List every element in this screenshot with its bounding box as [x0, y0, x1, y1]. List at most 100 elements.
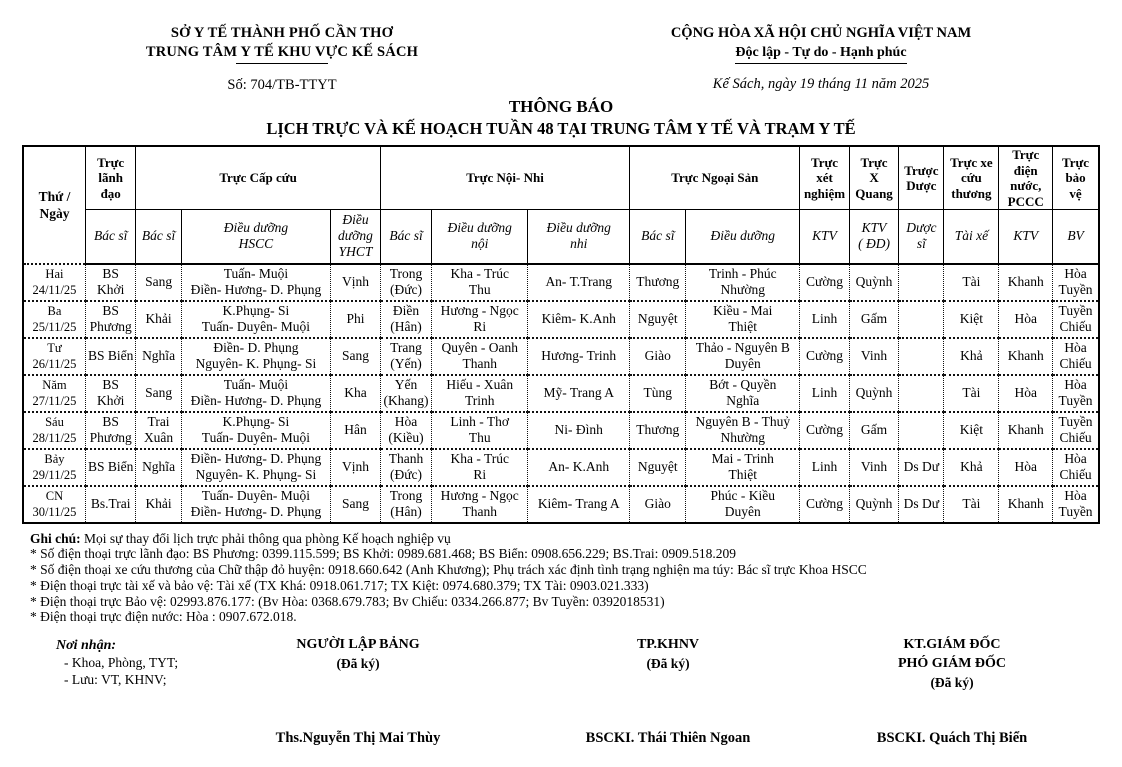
table-cell: Mỹ- Trang A — [527, 373, 631, 413]
table-cell: K.Phụng- Si Tuấn- Duyên- Muội — [180, 410, 332, 450]
table-cell: Kiêm- K.Anh — [527, 299, 631, 339]
signer-name: BSCKI. Thái Thiên Ngoan — [585, 730, 751, 747]
table-cell: BS Biển — [84, 447, 137, 487]
column-group-header: Trực X Quang — [848, 145, 900, 210]
day-cell: Năm 27/11/25 — [22, 373, 86, 413]
org-underline — [236, 63, 328, 64]
note-label: Ghi chú: — [30, 530, 81, 546]
table-cell — [898, 410, 945, 450]
table-row: Bảy 29/11/25 BS Biển Nghĩa Điền- Hương- D. … — [22, 447, 1100, 487]
table-cell: Cường — [799, 336, 850, 376]
column-subheader: KTV ( ĐD) — [848, 209, 900, 265]
table-cell: Linh - Thơ Thu — [431, 410, 529, 450]
recipients-item: - Lưu: VT, KHNV; — [64, 672, 167, 688]
document-title-block: THÔNG BÁO LỊCH TRỰC VÀ KẾ HOẠCH TUẦN 48 … — [0, 96, 1122, 140]
table-cell: Vịnh — [330, 262, 381, 302]
column-group-header: Trược Dược — [898, 145, 945, 210]
table-cell: Trinh - Phúc Nhường — [685, 262, 801, 302]
table-row: Ba 25/11/25 BS Phương Khải K.Phụng- Si Tuấn… — [22, 299, 1100, 339]
table-cell: Kiều - Mai Thiệt — [685, 299, 801, 339]
table-cell: Quỳnh — [848, 484, 900, 524]
table-cell: Hòa — [998, 299, 1054, 339]
table-cell: Giào — [629, 336, 687, 376]
note-text: * Số điện thoại trực lãnh đạo: BS Phương… — [30, 546, 736, 562]
table-cell: Phi — [330, 299, 381, 339]
table-cell: Tuyền Chiếu — [1052, 410, 1100, 450]
document-title: THÔNG BÁO — [508, 97, 614, 116]
table-cell: An- T.Trang — [527, 262, 631, 302]
table-cell: Trong (Hân) — [379, 484, 433, 524]
day-cell: CN 30/11/25 — [22, 484, 86, 524]
column-subheader: Điều dưỡng YHCT — [330, 209, 381, 265]
table-cell: Thương — [629, 410, 687, 450]
table-cell: Sang — [135, 373, 182, 413]
table-cell: Kiệt — [943, 299, 1000, 339]
table-cell: Hòa Tuyền — [1052, 484, 1100, 524]
table-row: Tư 26/11/25 BS Biển Nghĩa Điền- D. Phụng Ng… — [22, 336, 1100, 376]
table-cell: Sang — [330, 336, 381, 376]
note-line: * Điện thoại trực Bảo vệ: 02993.876.177:… — [30, 594, 1122, 610]
national-motto-block: CỘNG HÒA XÃ HỘI CHỦ NGHĨA VIỆT NAM Độc l… — [556, 24, 1086, 94]
table-cell: Tùng — [629, 373, 687, 413]
table-cell: Tài — [943, 484, 1000, 524]
national-motto: Độc lập - Tự do - Hạnh phúc — [735, 44, 907, 64]
table-cell: Cường — [799, 410, 850, 450]
table-cell: BS Khởi — [84, 262, 137, 302]
table-cell: BS Phương — [84, 299, 137, 339]
table-cell: Nghĩa — [135, 447, 182, 487]
table-cell: Nghĩa — [135, 336, 182, 376]
table-cell: Thảo - Nguyên B Duyên — [685, 336, 801, 376]
table-cell: Sang — [330, 484, 381, 524]
table-cell: Kha - Trúc Thu — [431, 262, 529, 302]
table-cell: Tài — [943, 373, 1000, 413]
day-cell: Bảy 29/11/25 — [22, 447, 86, 487]
column-group-header: Trực xe cứu thương — [943, 145, 1000, 210]
table-cell: Vinh — [848, 447, 900, 487]
table-cell: Bớt - Quyền Nghĩa — [685, 373, 801, 413]
table-cell: Hân — [330, 410, 381, 450]
table-cell: Trong (Đức) — [379, 262, 433, 302]
table-cell: Kiệt — [943, 410, 1000, 450]
column-group-header: Trực bảo vệ — [1052, 145, 1100, 210]
table-cell: Hòa — [998, 447, 1054, 487]
note-line: * Điện thoại trực điện nước: Hòa : 0907.… — [30, 609, 1122, 625]
note-text: * Điện thoại trực tài xế và bảo vệ: Tài … — [30, 577, 649, 593]
signature-title: TP.KHNV — [636, 637, 700, 653]
column-group-header: Trực Nội- Nhi — [379, 145, 631, 210]
document-number: Số: 704/TB-TTYT — [227, 77, 337, 93]
table-cell: An- K.Anh — [527, 447, 631, 487]
table-cell: Khải — [135, 484, 182, 524]
table-cell: Thanh (Đức) — [379, 447, 433, 487]
table-cell: Cường — [799, 484, 850, 524]
column-subheader: BV — [1052, 209, 1100, 265]
org-name: TRUNG TÂM Y TẾ KHU VỰC KẾ SÁCH — [145, 44, 419, 60]
table-row: Sáu 28/11/25 BS Phương Trai Xuân K.Phụng- S… — [22, 410, 1100, 450]
table-cell — [898, 262, 945, 302]
note-line: * Điện thoại trực tài xế và bảo vệ: Tài … — [30, 578, 1122, 594]
table-cell: Tuấn- Duyên- Muội Điền- Hương- D. Phụng — [180, 484, 332, 524]
day-cell: Sáu 28/11/25 — [22, 410, 86, 450]
document-subtitle: LỊCH TRỰC VÀ KẾ HOẠCH TUẦN 48 TẠI TRUNG … — [266, 119, 856, 138]
table-cell: Quỳnh — [848, 373, 900, 413]
table-cell: BS Phương — [84, 410, 137, 450]
signature-section: Nơi nhận: - Khoa, Phòng, TYT; - Lưu: VT,… — [0, 635, 1122, 765]
note-line: Ghi chú: Mọi sự thay đổi lịch trực phải … — [30, 531, 1122, 547]
table-cell: Hòa Tuyền — [1052, 262, 1100, 302]
table-cell: Điền (Hân) — [379, 299, 433, 339]
note-text: * Số điện thoại xe cứu thương của Chữ th… — [30, 562, 867, 578]
column-group-header: Trực lãnh đạo — [84, 145, 137, 210]
column-subheader: Điều dưỡng nội — [431, 209, 529, 265]
org-parent-name: SỞ Y TẾ THÀNH PHỐ CẦN THƠ — [170, 25, 394, 41]
signature-subtitle: PHÓ GIÁM ĐỐC — [897, 656, 1007, 672]
table-cell: Phúc - Kiều Duyên — [685, 484, 801, 524]
table-cell: Vinh — [848, 336, 900, 376]
table-cell: Khả — [943, 336, 1000, 376]
column-subheader: Bác sĩ — [135, 209, 182, 265]
column-group-header: Trực điện nước, PCCC — [998, 145, 1054, 210]
table-cell: Quỳnh — [848, 262, 900, 302]
table-cell: Gấm — [848, 299, 900, 339]
table-cell: Hòa Tuyền — [1052, 373, 1100, 413]
column-subheader: KTV — [998, 209, 1054, 265]
table-cell: Linh — [799, 373, 850, 413]
table-cell: Hiếu - Xuân Trinh — [431, 373, 529, 413]
